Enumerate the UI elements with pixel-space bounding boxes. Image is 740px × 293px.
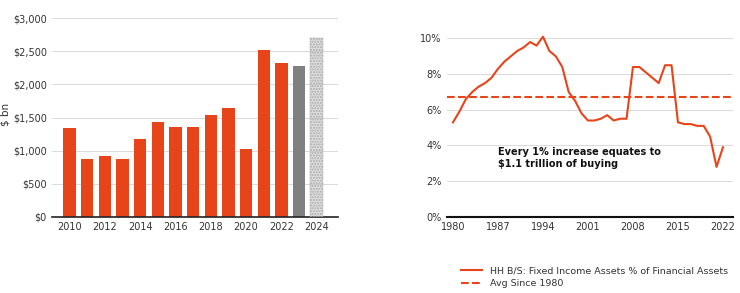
Bar: [311, 38, 323, 217]
Y-axis label: $ bn: $ bn: [0, 103, 10, 126]
Bar: [258, 50, 270, 217]
Bar: [116, 159, 129, 217]
Bar: [275, 63, 288, 217]
Bar: [134, 139, 147, 217]
Bar: [152, 122, 164, 217]
Legend: HH B/S: Fixed Income Assets % of Financial Assets, Avg Since 1980: HH B/S: Fixed Income Assets % of Financi…: [462, 266, 728, 288]
Bar: [98, 156, 111, 217]
Bar: [64, 128, 75, 217]
Bar: [311, 38, 323, 217]
Bar: [204, 115, 217, 217]
Bar: [240, 149, 252, 217]
Bar: [81, 159, 93, 217]
Bar: [222, 108, 235, 217]
Bar: [187, 127, 199, 217]
Bar: [293, 66, 305, 217]
Bar: [169, 127, 181, 217]
Text: Every 1% increase equates to
$1.1 trillion of buying: Every 1% increase equates to $1.1 trilli…: [498, 147, 661, 169]
